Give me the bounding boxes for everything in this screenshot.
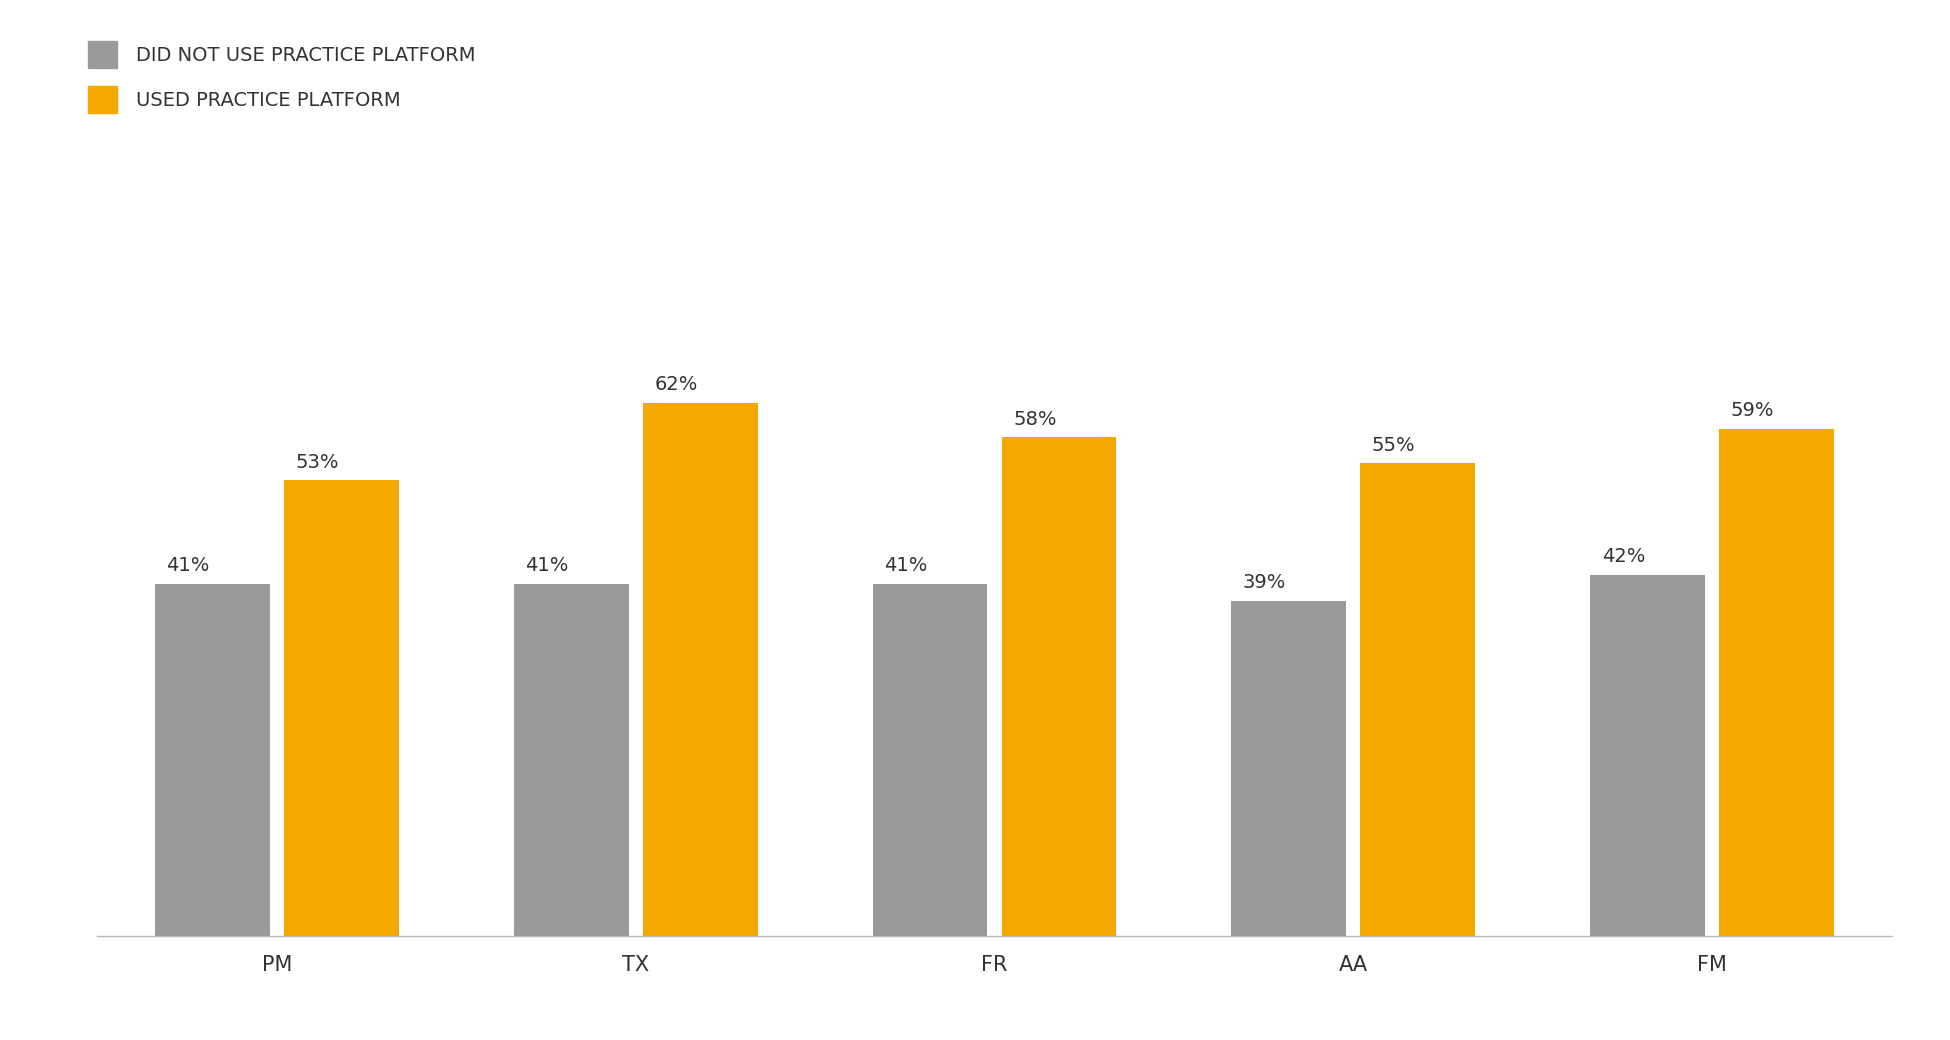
Text: 55%: 55% <box>1373 436 1416 454</box>
Text: 59%: 59% <box>1732 401 1774 420</box>
Bar <box>154 583 269 936</box>
Text: 41%: 41% <box>166 556 211 575</box>
Text: 62%: 62% <box>655 375 698 394</box>
Legend: DID NOT USE PRACTICE PLATFORM, USED PRACTICE PLATFORM: DID NOT USE PRACTICE PLATFORM, USED PRAC… <box>88 41 476 113</box>
Text: 58%: 58% <box>1014 410 1057 428</box>
Bar <box>872 583 987 936</box>
Bar <box>285 480 400 936</box>
Bar <box>1589 575 1704 936</box>
Bar <box>513 583 628 936</box>
Text: 39%: 39% <box>1242 573 1287 592</box>
Bar <box>1002 438 1117 936</box>
Text: 42%: 42% <box>1601 547 1646 567</box>
Bar <box>644 402 759 936</box>
Text: 41%: 41% <box>525 556 569 575</box>
Text: 41%: 41% <box>883 556 928 575</box>
Text: 53%: 53% <box>296 452 339 472</box>
Bar <box>1720 428 1835 936</box>
Bar <box>1230 601 1346 936</box>
Bar <box>1361 463 1476 936</box>
